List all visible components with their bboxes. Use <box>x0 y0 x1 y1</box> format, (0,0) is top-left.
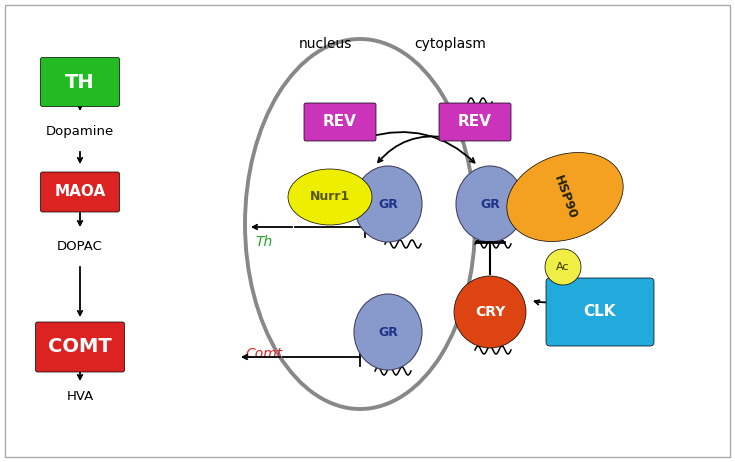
Ellipse shape <box>354 166 422 242</box>
Text: Nurr1: Nurr1 <box>310 190 350 203</box>
Ellipse shape <box>354 294 422 370</box>
FancyBboxPatch shape <box>40 172 120 212</box>
FancyBboxPatch shape <box>304 103 376 141</box>
FancyBboxPatch shape <box>40 57 120 107</box>
Ellipse shape <box>545 249 581 285</box>
Ellipse shape <box>456 166 524 242</box>
Text: GR: GR <box>480 197 500 211</box>
Text: cytoplasm: cytoplasm <box>414 37 486 51</box>
Text: REV: REV <box>323 115 357 129</box>
Text: CLK: CLK <box>584 304 616 320</box>
Text: DOPAC: DOPAC <box>57 241 103 254</box>
FancyBboxPatch shape <box>35 322 124 372</box>
Text: GR: GR <box>378 197 398 211</box>
Ellipse shape <box>507 152 623 242</box>
Text: Comt: Comt <box>245 347 282 361</box>
FancyBboxPatch shape <box>439 103 511 141</box>
Text: Ac: Ac <box>556 262 570 272</box>
Ellipse shape <box>288 169 372 225</box>
Text: HVA: HVA <box>66 390 93 403</box>
Text: MAOA: MAOA <box>54 184 106 200</box>
Text: REV: REV <box>458 115 492 129</box>
Text: HSP90: HSP90 <box>551 173 579 221</box>
Text: GR: GR <box>378 326 398 339</box>
Ellipse shape <box>454 276 526 348</box>
FancyBboxPatch shape <box>546 278 654 346</box>
Text: TH: TH <box>65 73 95 91</box>
Text: CRY: CRY <box>475 305 505 319</box>
Text: nucleus: nucleus <box>298 37 351 51</box>
Text: Dopamine: Dopamine <box>46 126 114 139</box>
Text: Th: Th <box>255 235 272 249</box>
Text: COMT: COMT <box>48 338 112 357</box>
